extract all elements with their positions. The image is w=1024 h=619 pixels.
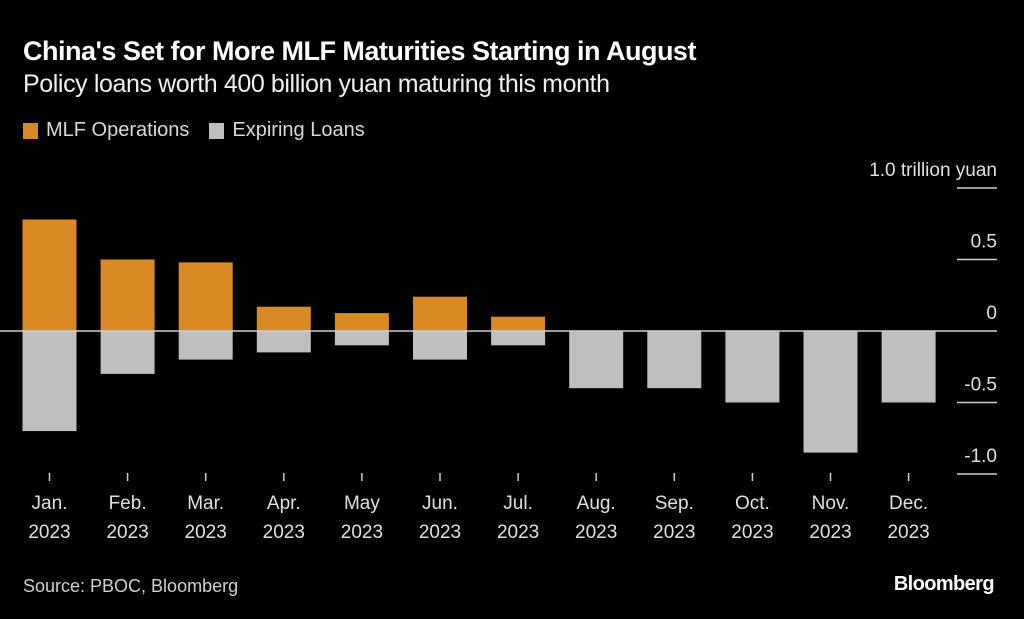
bar-expiring-loans-12 [881,331,936,403]
bar-expiring-loans-9 [647,331,702,389]
bar-mlf-operations-3 [178,262,233,331]
x-tick-label-month: Nov. [812,493,850,514]
y-tick-label: 1.0 trillion yuan [869,160,997,181]
source-note: Source: PBOC, Bloomberg [23,576,239,596]
bar-expiring-loans-6 [413,331,467,360]
legend: MLF Operations Expiring Loans [23,119,385,142]
x-tick-label-year: 2023 [419,522,461,543]
bar-expiring-loans-8 [569,331,624,389]
chart-title: China's Set for More MLF Maturities Star… [23,36,696,66]
legend-item-expiring-loans: Expiring Loans [209,119,365,142]
x-tick-label-year: 2023 [106,522,148,543]
chart-subtitle: Policy loans worth 400 billion yuan matu… [23,70,610,98]
bar-expiring-loans-7 [491,331,546,346]
y-tick-label: -1.0 [964,446,997,467]
bar-mlf-operations-2 [100,259,155,331]
bar-mlf-operations-7 [491,316,546,331]
x-tick-label-year: 2023 [809,522,851,543]
x-tick-label-year: 2023 [497,522,539,543]
x-tick-label-year: 2023 [731,522,773,543]
bar-mlf-operations-5 [334,313,389,331]
bar-expiring-loans-10 [725,331,780,403]
legend-label-expiring: Expiring Loans [232,119,365,141]
x-tick-label-month: Apr. [267,493,301,514]
x-tick-label-year: 2023 [653,522,695,543]
legend-item-mlf-operations: MLF Operations [23,119,189,142]
x-tick-label-month: Dec. [889,493,928,514]
x-tick-label-month: Sep. [655,493,694,514]
bar-expiring-loans-2 [100,331,155,374]
y-tick-label: -0.5 [964,375,997,396]
bar-mlf-operations-4 [256,306,311,331]
y-tick-label: 0 [986,303,997,324]
x-tick-label-year: 2023 [887,522,929,543]
x-tick-label-month: Oct. [735,493,770,514]
bar-expiring-loans-3 [178,331,233,360]
x-tick-label-month: Aug. [577,493,616,514]
legend-label-mlf: MLF Operations [46,119,190,141]
bar-expiring-loans-5 [334,331,389,346]
x-tick-label-year: 2023 [341,522,383,543]
legend-swatch-expiring [209,122,225,139]
bar-expiring-loans-4 [256,331,311,353]
y-tick-label: 0.5 [971,232,997,253]
legend-swatch-mlf [23,122,38,139]
x-tick-label-month: Feb. [109,493,147,514]
x-tick-label-month: May [344,493,380,514]
bar-expiring-loans-1 [22,331,77,432]
x-tick-label-year: 2023 [575,522,617,543]
bar-mlf-operations-6 [413,296,467,331]
x-tick-label-month: Jun. [422,493,458,514]
x-tick-label-month: Mar. [187,493,224,514]
bloomberg-logo: Bloomberg [893,573,995,595]
x-tick-label-year: 2023 [28,522,70,543]
x-tick-label-month: Jan. [32,493,68,514]
bar-expiring-loans-11 [803,331,858,453]
bar-mlf-operations-1 [22,219,77,331]
x-tick-label-year: 2023 [263,522,305,543]
x-tick-label-year: 2023 [185,522,227,543]
x-tick-label-month: Jul. [503,493,533,514]
